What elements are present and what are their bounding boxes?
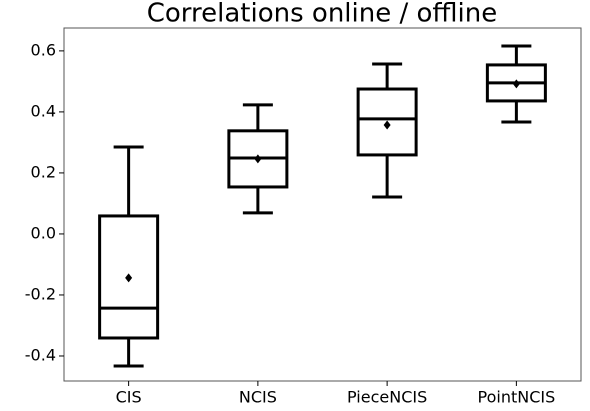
x-tick-label: PieceNCIS	[347, 388, 427, 407]
mean-marker	[254, 154, 262, 164]
box	[356, 87, 418, 157]
y-tick-label: -0.2	[25, 284, 56, 303]
plot-frame	[63, 27, 582, 382]
x-tick-label: PointNCIS	[478, 388, 556, 407]
y-tick-label: 0.2	[31, 162, 56, 181]
x-tick-label: NCIS	[239, 388, 277, 407]
y-tick-label: 0.4	[31, 101, 56, 120]
y-tick-label: -0.4	[25, 345, 56, 364]
mean-marker	[512, 79, 520, 89]
chart-title: Correlations online / offline	[147, 0, 498, 29]
box	[98, 214, 160, 340]
y-tick-label: 0.6	[31, 40, 56, 59]
mean-marker	[125, 273, 133, 283]
y-tick-label: 0.0	[31, 223, 56, 242]
mean-marker	[383, 120, 391, 130]
x-tick-label: CIS	[116, 388, 142, 407]
